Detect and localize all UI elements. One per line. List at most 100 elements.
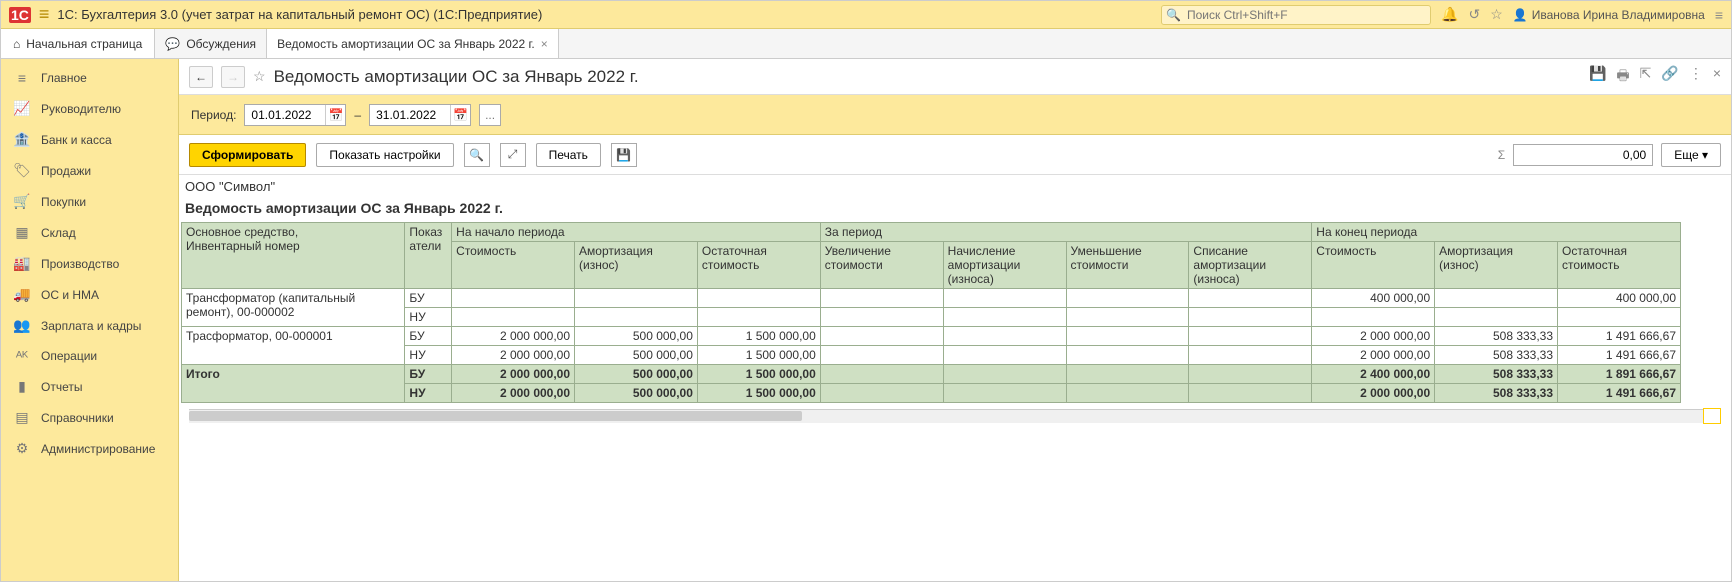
save-icon[interactable]: 💾 <box>1589 65 1606 89</box>
cell: 2 000 000,00 <box>1312 346 1435 365</box>
home-tab[interactable]: ⌂Начальная страница <box>1 29 155 58</box>
save-report-button[interactable]: 💾 <box>611 143 637 167</box>
print-icon[interactable]: 🖶 <box>1616 65 1629 89</box>
more-icon[interactable]: ⋮ <box>1689 65 1703 89</box>
global-search[interactable]: 🔍 <box>1161 5 1431 25</box>
cell <box>1066 346 1189 365</box>
sidebar-icon: 👥 <box>13 317 31 334</box>
sidebar-label: ОС и НМА <box>41 288 99 302</box>
tab-report[interactable]: Ведомость амортизации ОС за Январь 2022 … <box>267 29 559 58</box>
sidebar-item-2[interactable]: 🏦Банк и касса <box>1 124 178 155</box>
app-logo: 1С <box>9 7 31 23</box>
period-bar: Период: 📅 – 📅 ... <box>179 95 1731 135</box>
cell: 500 000,00 <box>575 384 698 403</box>
cell <box>820 365 943 384</box>
sidebar-item-8[interactable]: 👥Зарплата и кадры <box>1 310 178 341</box>
cell: 1 500 000,00 <box>697 346 820 365</box>
sidebar-item-7[interactable]: 🚚ОС и НМА <box>1 279 178 310</box>
sidebar-label: Производство <box>41 257 119 271</box>
cell <box>943 308 1066 327</box>
nav-back-button[interactable]: ← <box>189 66 213 88</box>
sidebar-icon: 🛒 <box>13 193 31 210</box>
fav-icon[interactable]: ☆ <box>253 68 266 85</box>
sidebar-item-5[interactable]: ▦Склад <box>1 217 178 248</box>
sidebar-item-10[interactable]: ▮Отчеты <box>1 371 178 402</box>
form-button[interactable]: Сформировать <box>189 143 306 167</box>
sidebar-icon: ▤ <box>13 409 31 426</box>
sidebar-item-12[interactable]: ⚙Администрирование <box>1 433 178 464</box>
col-h-7: Стоимость <box>1312 242 1435 289</box>
close-page-icon[interactable]: × <box>1713 65 1721 89</box>
print-button[interactable]: Печать <box>536 143 601 167</box>
sidebar-item-1[interactable]: 📈Руководителю <box>1 93 178 124</box>
sidebar-item-0[interactable]: ≡Главное <box>1 63 178 93</box>
cell <box>1435 289 1558 308</box>
cell <box>820 384 943 403</box>
main-menu-icon[interactable]: ≡ <box>39 4 50 25</box>
sidebar-icon: ≡ <box>13 70 31 86</box>
calendar-icon[interactable]: 📅 <box>325 105 345 125</box>
cell: 1 491 666,67 <box>1558 327 1681 346</box>
user-label[interactable]: 👤Иванова Ирина Владимировна <box>1513 8 1705 22</box>
cell <box>1066 308 1189 327</box>
sidebar-label: Покупки <box>41 195 86 209</box>
date-from[interactable]: 📅 <box>244 104 346 126</box>
link-icon[interactable]: 🔗 <box>1661 65 1678 89</box>
sidebar-label: Руководителю <box>41 102 121 116</box>
date-to-input[interactable] <box>370 108 450 122</box>
col-start: На начало периода <box>452 223 821 242</box>
cell-asset: Трасформатор, 00-000001 <box>182 327 405 365</box>
sidebar-item-3[interactable]: 🏷Продажи <box>1 155 178 186</box>
cell <box>1558 308 1681 327</box>
cell <box>1066 289 1189 308</box>
sidebar-label: Администрирование <box>41 442 155 456</box>
export-icon[interactable]: ⇱ <box>1640 65 1652 89</box>
search-input[interactable] <box>1185 7 1426 23</box>
sidebar-label: Отчеты <box>41 380 82 394</box>
cell: 500 000,00 <box>575 327 698 346</box>
user-icon: 👤 <box>1513 8 1528 22</box>
history-icon[interactable]: ↺ <box>1468 6 1480 23</box>
cell <box>697 289 820 308</box>
zoom-in-button[interactable]: 🔍 <box>464 143 490 167</box>
more-button[interactable]: Еще ▾ <box>1661 143 1721 167</box>
cell <box>1435 308 1558 327</box>
sidebar-item-4[interactable]: 🛒 Покупки <box>1 186 178 217</box>
show-settings-button[interactable]: Показать настройки <box>316 143 453 167</box>
scroll-corner <box>1703 408 1721 424</box>
bell-icon[interactable]: 🔔 <box>1441 6 1458 23</box>
sum-field[interactable] <box>1513 144 1653 166</box>
cell: 1 500 000,00 <box>697 327 820 346</box>
titlebar: 1С ≡ 1С: Бухгалтерия 3.0 (учет затрат на… <box>1 1 1731 29</box>
period-more-button[interactable]: ... <box>479 104 501 126</box>
close-icon[interactable]: × <box>541 37 548 51</box>
tab-discuss[interactable]: 💬Обсуждения <box>155 29 267 58</box>
sidebar-item-6[interactable]: 🏭Производство <box>1 248 178 279</box>
nav-fwd-button[interactable]: → <box>221 66 245 88</box>
cell <box>1312 308 1435 327</box>
cell <box>1189 346 1312 365</box>
h-scrollbar[interactable] <box>189 409 1721 423</box>
cell: 2 000 000,00 <box>452 384 575 403</box>
sidebar-item-9[interactable]: ᴬᴷОперации <box>1 341 178 371</box>
sidebar-label: Банк и касса <box>41 133 112 147</box>
cell <box>820 308 943 327</box>
scroll-thumb[interactable] <box>189 411 802 421</box>
cell <box>1189 289 1312 308</box>
sidebar-label: Продажи <box>41 164 91 178</box>
cell: 400 000,00 <box>1312 289 1435 308</box>
expand-button[interactable]: ⤢ <box>500 143 526 167</box>
search-icon: 🔍 <box>1166 8 1181 22</box>
star-icon[interactable]: ☆ <box>1490 6 1503 23</box>
col-h-3: Увеличение стоимости <box>820 242 943 289</box>
settings-icon[interactable]: ≡ <box>1715 7 1723 23</box>
date-to[interactable]: 📅 <box>369 104 471 126</box>
cell: 500 000,00 <box>575 365 698 384</box>
sidebar-label: Справочники <box>41 411 114 425</box>
cell: 1 891 666,67 <box>1558 365 1681 384</box>
app-title: 1С: Бухгалтерия 3.0 (учет затрат на капи… <box>57 7 542 22</box>
date-from-input[interactable] <box>245 108 325 122</box>
calendar-icon[interactable]: 📅 <box>450 105 470 125</box>
period-dash: – <box>354 108 361 122</box>
sidebar-item-11[interactable]: ▤ Справочники <box>1 402 178 433</box>
